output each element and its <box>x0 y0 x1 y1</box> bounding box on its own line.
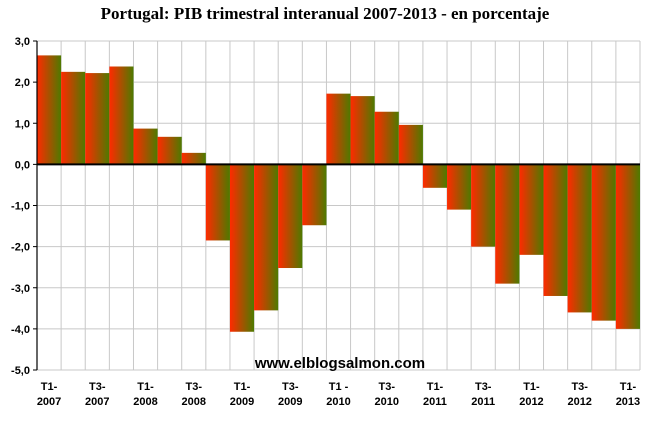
y-tick-label: -3,0 <box>11 283 30 295</box>
y-tick-label: -1,0 <box>11 201 30 213</box>
x-tick-label: T3-2009 <box>278 381 302 408</box>
bar-T1-2009 <box>229 164 255 332</box>
x-tick-label: T1 -2010 <box>326 381 350 408</box>
bar-T1-2007 <box>37 55 62 165</box>
x-tick-label: T1-2012 <box>519 381 543 408</box>
bar-T1-2010 <box>326 93 351 165</box>
y-tick-label: -2,0 <box>11 242 30 254</box>
bar-T2-2012 <box>543 164 568 296</box>
bar-T3-2008 <box>181 152 206 165</box>
bar-T4-2012 <box>591 164 616 321</box>
bar-T3-2010 <box>374 111 399 165</box>
bar-T1-2008 <box>133 128 158 165</box>
bar-T2-2008 <box>157 136 182 165</box>
watermark-text: www.elblogsalmon.com <box>254 355 425 372</box>
bar-T2-2009 <box>254 164 279 311</box>
y-tick-label: 1,0 <box>15 118 30 130</box>
bar-T1-2011 <box>422 164 448 188</box>
bar-T1-2012 <box>519 164 544 255</box>
y-tick-label: 3,0 <box>15 36 30 48</box>
bar-T4-2009 <box>302 164 327 226</box>
x-tick-label: T1-2007 <box>37 381 61 408</box>
bar-series <box>37 55 640 332</box>
bar-T4-2011 <box>495 164 520 284</box>
x-tick-label: T3-2007 <box>85 381 109 408</box>
bar-T2-2010 <box>350 96 375 165</box>
bar-T2-2007 <box>61 71 86 165</box>
axes <box>33 40 640 371</box>
x-tick-label: T3-2012 <box>567 381 591 408</box>
bar-T4-2010 <box>398 124 423 165</box>
x-tick-labels: T1-2007 T3-2007 T1-2008 T3-2008 T1-2009 T3-20… <box>37 381 640 408</box>
y-tick-labels: 3,0 2,0 1,0 0,0 -1,0 -2,0 -3,0 -4,0 -5,0 <box>11 36 30 377</box>
bar-T3-2011 <box>471 164 496 247</box>
bar-T3-2012 <box>567 164 592 313</box>
x-tick-label: T3-2008 <box>182 381 206 408</box>
y-tick-label: 2,0 <box>15 77 30 89</box>
y-tick-label: 0,0 <box>15 159 30 171</box>
x-tick-label: T1-2011 <box>423 381 447 408</box>
bar-T1-2013 <box>615 164 640 329</box>
y-tick-label: -5,0 <box>11 365 30 377</box>
bar-T3-2007 <box>85 73 110 165</box>
x-tick-label: T1-2013 <box>616 381 640 408</box>
y-tick-label: -4,0 <box>11 324 30 336</box>
bar-T3-2009 <box>278 164 303 269</box>
x-tick-label: T1-2009 <box>230 381 254 408</box>
x-tick-label: T1-2008 <box>133 381 157 408</box>
bar-T4-2008 <box>205 164 230 241</box>
x-tick-label: T3-2011 <box>471 381 495 408</box>
bar-T4-2007 <box>109 66 134 165</box>
x-tick-label: T3-2010 <box>374 381 398 408</box>
chart-title: Portugal: PIB trimestral interanual 2007… <box>100 4 550 23</box>
bar-T2-2011 <box>447 164 472 210</box>
